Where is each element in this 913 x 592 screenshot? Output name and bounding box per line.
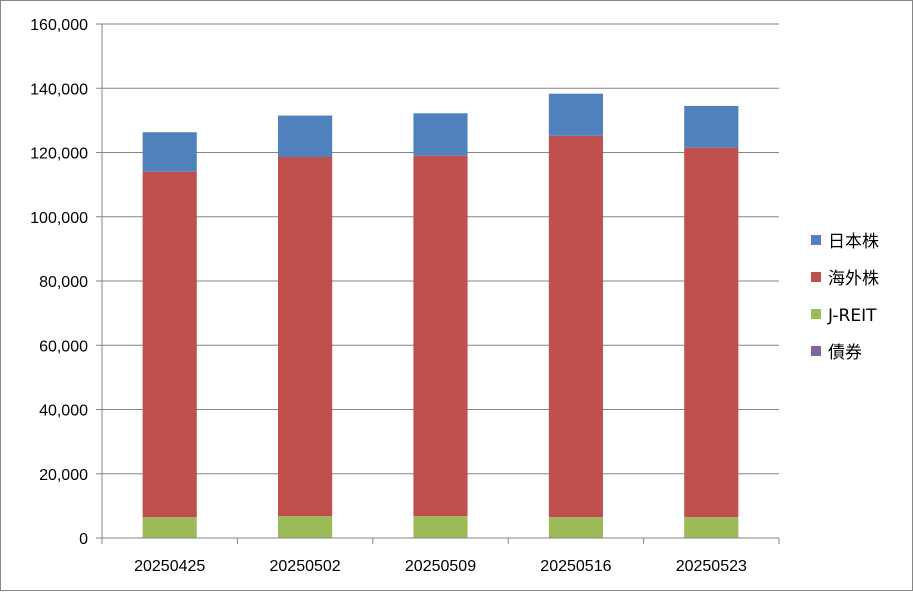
- bar-segment: [413, 155, 468, 517]
- x-tick-label: 20250502: [270, 558, 341, 575]
- legend-swatch: [811, 309, 821, 319]
- bar-segment: [142, 517, 197, 538]
- legend-label: 海外株: [828, 269, 879, 289]
- y-tick-label: 0: [79, 531, 88, 548]
- y-tick-label: 40,000: [39, 403, 88, 420]
- bar-segment: [684, 105, 739, 148]
- y-tick-label: 160,000: [30, 17, 88, 34]
- x-tick-label: 20250509: [405, 558, 476, 575]
- axes: 0 20,000 40,000 60,000 80,000 100,000 120,000 1…: [30, 17, 780, 575]
- x-tick-label: 20250425: [134, 558, 205, 575]
- bar-segment: [142, 132, 197, 172]
- x-tick-label: 20250516: [540, 558, 611, 575]
- bar-segment: [142, 171, 197, 518]
- x-tick-label: 20250523: [676, 558, 747, 575]
- bar-segment: [548, 93, 603, 136]
- bar-segment: [278, 516, 333, 538]
- bar-segment: [684, 517, 739, 538]
- y-tick-label: 80,000: [39, 274, 88, 291]
- bar-segment: [548, 517, 603, 538]
- legend-swatch: [811, 272, 821, 282]
- bar-segment: [413, 113, 468, 156]
- legend-label: 債券: [828, 343, 862, 363]
- bar-segment: [278, 115, 333, 157]
- y-tick-label: 20,000: [39, 467, 88, 484]
- y-tick-label: 60,000: [39, 338, 88, 355]
- bar-segment: [413, 516, 468, 538]
- legend-label: 日本株: [828, 232, 879, 252]
- bar-segment: [548, 135, 603, 518]
- bars: [142, 93, 739, 538]
- legend-swatch: [811, 346, 821, 356]
- legend-swatch: [811, 235, 821, 245]
- legend-label: J-REIT: [827, 306, 877, 326]
- y-tick-label: 100,000: [30, 210, 88, 227]
- y-tick-label: 140,000: [30, 81, 88, 98]
- y-tick-label: 120,000: [30, 146, 88, 163]
- bar-segment: [278, 156, 333, 517]
- bar-segment: [684, 147, 739, 518]
